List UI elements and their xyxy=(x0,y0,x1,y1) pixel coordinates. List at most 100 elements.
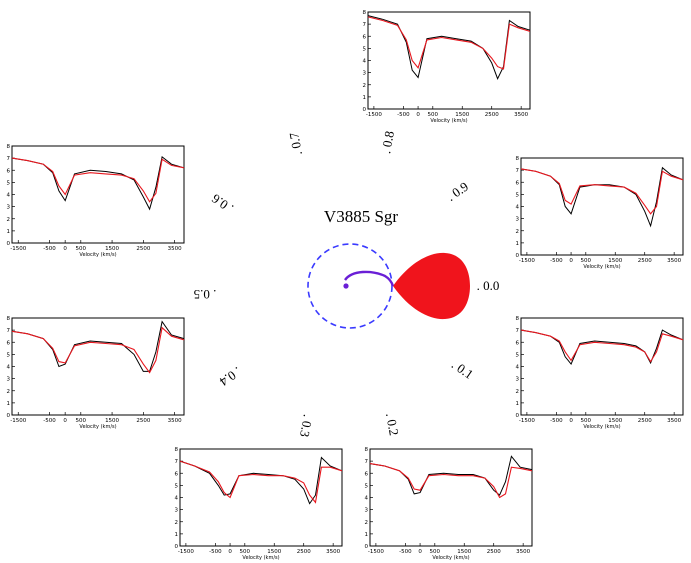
x-tick-label: 2500 xyxy=(136,418,150,424)
x-tick-label: -1500 xyxy=(368,549,384,555)
model-line xyxy=(520,329,684,363)
phase-label-0-3: . 0.3 xyxy=(297,413,316,438)
y-tick-label: 1 xyxy=(516,401,520,407)
spectrum-panel-0-2: 0 1 2 3 4 5 6 7 8 -1500 -500 0 500 1500 2500 3500 Veloci… xyxy=(365,447,533,561)
x-tick-label: 3500 xyxy=(514,112,528,118)
x-tick-label: 0 xyxy=(418,549,422,555)
x-tick-label: 3500 xyxy=(326,549,340,555)
x-tick-label: -1500 xyxy=(10,418,26,424)
x-tick-label: 2500 xyxy=(638,258,652,264)
y-tick-label: 1 xyxy=(175,532,179,538)
x-tick-label: 1500 xyxy=(105,418,119,424)
observed-line xyxy=(11,156,185,211)
y-tick-label: 2 xyxy=(7,389,11,395)
y-tick-label: 8 xyxy=(7,316,11,322)
spectrum-panel-0-8: 0 1 2 3 4 5 6 7 8 -1500 -500 0 500 1500 2500 3500 Veloci… xyxy=(363,10,531,124)
observed-line xyxy=(11,320,185,372)
white-dwarf-dot xyxy=(343,283,349,289)
y-tick-label: 0 xyxy=(365,544,369,550)
y-tick-label: 5 xyxy=(516,352,520,358)
x-tick-label: 3500 xyxy=(168,418,182,424)
x-tick-label: 0 xyxy=(228,549,232,555)
x-tick-label: 500 xyxy=(430,549,441,555)
secondary-star-lobe xyxy=(393,252,470,320)
phase-label-0-7: . 0.7 xyxy=(286,131,305,157)
y-tick-label: 1 xyxy=(365,532,369,538)
phase-label-0-6: . 0.6 xyxy=(208,191,236,217)
y-tick-label: 2 xyxy=(516,229,520,235)
y-tick-label: 6 xyxy=(7,340,11,346)
y-tick-label: 6 xyxy=(175,471,179,477)
spectrum-panel-0-6: 0 1 2 3 4 5 6 7 8 -1500 -500 0 500 1500 2500 3500 Veloci… xyxy=(7,144,185,258)
observed-line xyxy=(179,456,343,505)
y-tick-label: 0 xyxy=(516,253,520,259)
y-tick-label: 1 xyxy=(7,401,11,407)
x-tick-label: -500 xyxy=(550,258,563,264)
x-axis-label: Velocity (km/s) xyxy=(432,555,469,561)
y-tick-label: 5 xyxy=(7,352,11,358)
x-tick-label: 0 xyxy=(569,258,573,264)
spectrum-panel-0-3: 0 1 2 3 4 5 6 7 8 -1500 -500 0 500 1500 2500 3500 Veloci… xyxy=(175,447,343,561)
x-axis-label: Velocity (km/s) xyxy=(583,264,620,270)
x-tick-label: 3500 xyxy=(168,246,182,252)
x-axis-label: Velocity (km/s) xyxy=(79,424,116,430)
x-tick-label: -1500 xyxy=(178,549,194,555)
x-tick-label: -1500 xyxy=(10,246,26,252)
x-tick-label: 1500 xyxy=(608,258,622,264)
x-tick-label: 500 xyxy=(581,418,592,424)
x-tick-label: -500 xyxy=(397,112,410,118)
panel-frame xyxy=(11,145,185,244)
y-tick-label: 0 xyxy=(175,544,179,550)
x-tick-label: 0 xyxy=(63,418,67,424)
observed-line xyxy=(520,166,684,228)
x-tick-label: 2500 xyxy=(487,549,501,555)
y-tick-label: 7 xyxy=(175,459,179,465)
panel-frame xyxy=(369,448,533,547)
y-tick-label: 3 xyxy=(516,377,520,383)
y-tick-label: 3 xyxy=(7,377,11,383)
x-tick-label: 500 xyxy=(240,549,251,555)
y-tick-label: 6 xyxy=(516,340,520,346)
y-tick-label: 8 xyxy=(363,10,367,16)
x-tick-label: 1500 xyxy=(267,549,281,555)
y-tick-label: 0 xyxy=(7,241,11,247)
y-tick-label: 5 xyxy=(175,483,179,489)
panel-frame xyxy=(179,448,343,547)
x-tick-label: 1500 xyxy=(457,549,471,555)
x-tick-label: 500 xyxy=(76,246,87,252)
model-line xyxy=(367,16,531,70)
observed-line xyxy=(367,15,531,80)
y-tick-label: 5 xyxy=(363,46,367,52)
y-tick-label: 4 xyxy=(365,496,369,502)
observed-line xyxy=(520,329,684,366)
y-tick-label: 6 xyxy=(363,34,367,40)
panel-frame xyxy=(367,11,531,110)
model-line xyxy=(11,157,185,203)
x-tick-label: -1500 xyxy=(519,258,535,264)
x-tick-label: -500 xyxy=(399,549,412,555)
accretion-stream xyxy=(344,270,395,287)
y-tick-label: 6 xyxy=(516,180,520,186)
y-tick-label: 5 xyxy=(7,180,11,186)
spectrum-panel-0-0: 0 1 2 3 4 5 6 7 8 -1500 -500 0 500 1500 2500 3500 Veloci… xyxy=(516,316,684,430)
y-tick-label: 7 xyxy=(7,328,11,334)
x-axis-label: Velocity (km/s) xyxy=(430,118,467,124)
x-tick-label: 2500 xyxy=(136,246,150,252)
y-tick-label: 5 xyxy=(516,192,520,198)
y-tick-label: 4 xyxy=(516,205,520,211)
phase-label-0-5: . 0.5 xyxy=(194,287,217,302)
y-tick-label: 2 xyxy=(363,83,367,89)
y-tick-label: 3 xyxy=(363,71,367,77)
x-tick-label: 0 xyxy=(416,112,420,118)
x-tick-label: 2500 xyxy=(297,549,311,555)
phase-label-0-0: . 0.0 xyxy=(477,278,500,293)
phase-label-0-9: . 0.9 xyxy=(444,179,471,204)
y-tick-label: 1 xyxy=(7,229,11,235)
y-tick-label: 7 xyxy=(7,156,11,162)
x-tick-label: -500 xyxy=(43,418,56,424)
y-tick-label: 3 xyxy=(516,217,520,223)
model-line xyxy=(11,326,185,374)
panel-frame xyxy=(520,317,684,416)
y-tick-label: 4 xyxy=(363,59,367,65)
